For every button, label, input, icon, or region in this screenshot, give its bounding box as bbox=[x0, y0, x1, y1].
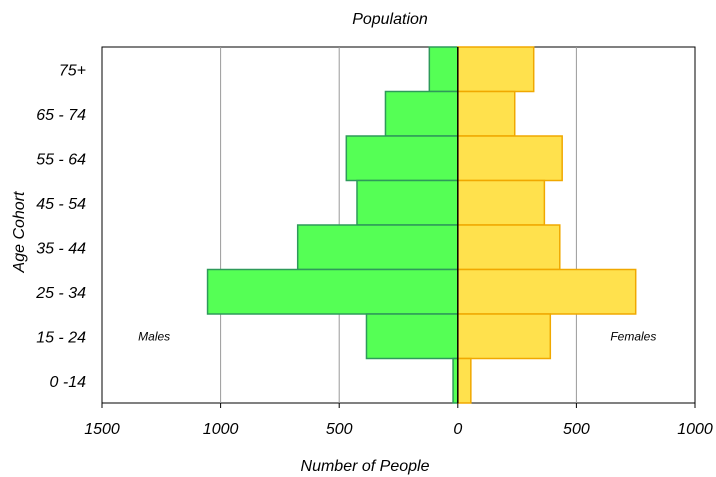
y-tick-label: 75+ bbox=[59, 62, 86, 79]
tick-labels: 1500 1000 500 0 500 1000 75+ 65 - 74 55 - 64 45 -… bbox=[35, 62, 713, 438]
x-tick-label: 0 bbox=[453, 421, 462, 438]
y-tick-label: 15 - 24 bbox=[36, 329, 86, 346]
male-bar bbox=[428, 46, 459, 93]
y-tick-label: 35 - 44 bbox=[36, 240, 86, 257]
chart-title: Population bbox=[352, 11, 428, 28]
female-bar bbox=[457, 179, 546, 226]
y-tick-label: 0 -14 bbox=[50, 374, 87, 391]
annotations: Males Females bbox=[138, 329, 656, 343]
y-tick-label: 55 - 64 bbox=[36, 151, 86, 168]
y-tick-label: 65 - 74 bbox=[36, 107, 86, 124]
x-tick-label: 1500 bbox=[84, 421, 120, 438]
male-bar bbox=[206, 268, 459, 315]
x-tick-label: 1000 bbox=[677, 421, 713, 438]
annotation-label: Females bbox=[610, 329, 656, 343]
y-tick-label: 25 - 34 bbox=[35, 285, 86, 302]
male-bar bbox=[365, 313, 459, 360]
y-axis-title: Age Cohort bbox=[11, 191, 28, 273]
female-bar bbox=[457, 135, 563, 182]
male-bar bbox=[345, 135, 459, 182]
x-tick-label: 1000 bbox=[203, 421, 239, 438]
female-bar bbox=[457, 90, 516, 137]
y-tick-label: 45 - 54 bbox=[36, 196, 86, 213]
x-axis-title: Number of People bbox=[301, 458, 430, 475]
male-bar bbox=[384, 90, 459, 137]
x-tick-label: 500 bbox=[326, 421, 353, 438]
female-bar bbox=[457, 357, 472, 404]
annotation-label: Males bbox=[138, 329, 170, 343]
x-tick-label: 500 bbox=[563, 421, 590, 438]
female-bar bbox=[457, 224, 561, 271]
bars bbox=[206, 46, 637, 404]
male-bar bbox=[296, 224, 459, 271]
female-bar bbox=[457, 46, 535, 93]
female-bar bbox=[457, 313, 552, 360]
male-bar bbox=[356, 179, 459, 226]
female-bar bbox=[457, 268, 637, 315]
